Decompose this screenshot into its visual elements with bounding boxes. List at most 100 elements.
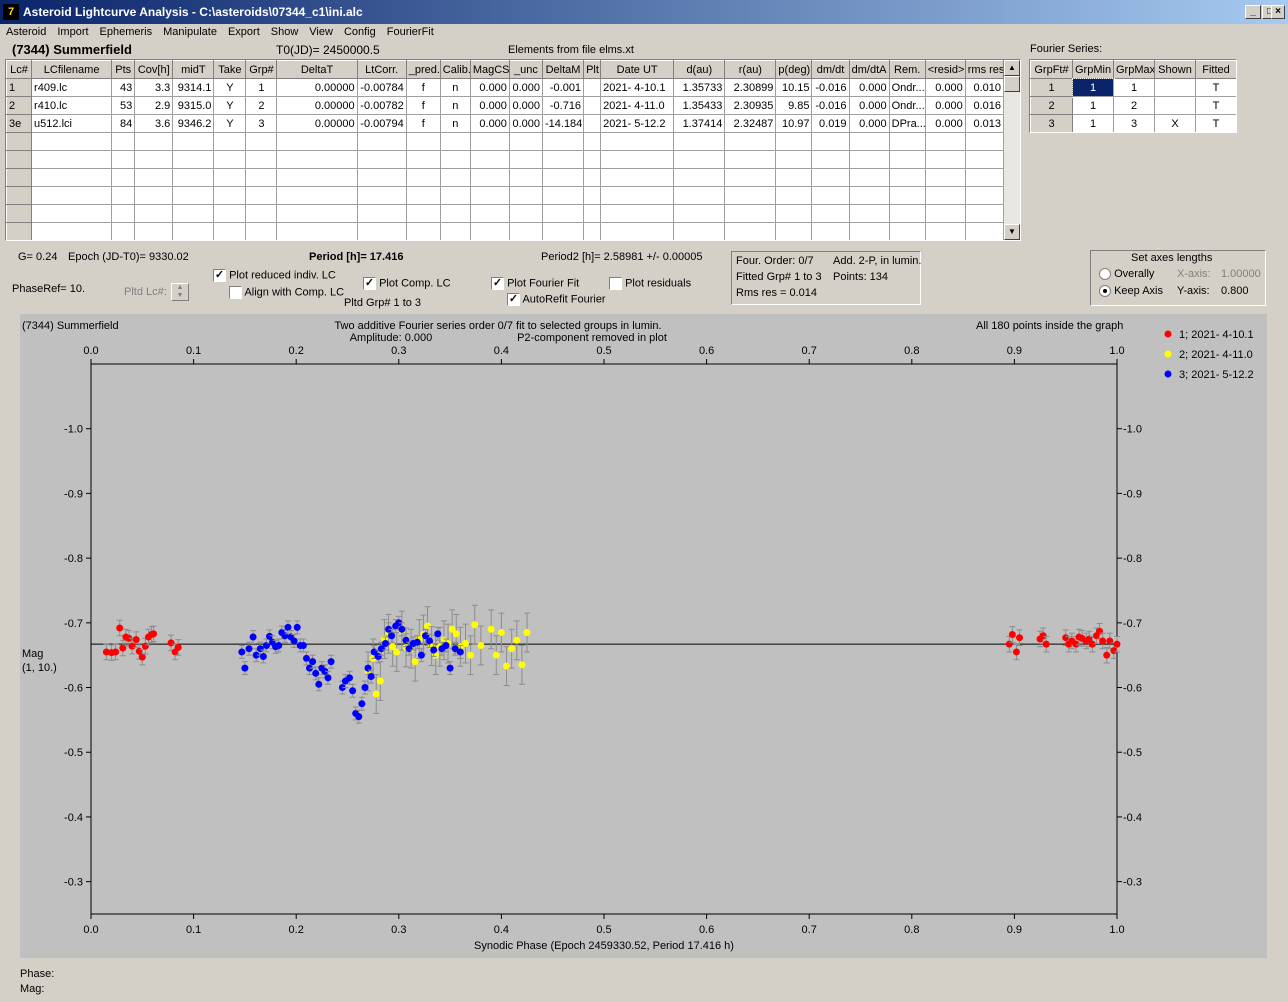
table-cell[interactable]	[213, 168, 247, 187]
table-cell[interactable]	[775, 168, 813, 187]
table-cell[interactable]	[811, 222, 850, 240]
table-cell[interactable]	[924, 204, 966, 223]
table-row[interactable]	[6, 186, 1005, 205]
table-cell[interactable]: 0.000	[848, 114, 890, 133]
table-cell[interactable]: 2.30935	[724, 96, 777, 115]
table-cell[interactable]: 2.30899	[724, 78, 777, 97]
pltd-lc-spinner[interactable]: ▲ ▼	[171, 283, 189, 301]
table-cell[interactable]	[775, 150, 813, 169]
table-cell[interactable]	[111, 150, 136, 169]
table-cell[interactable]	[111, 204, 136, 223]
table-cell[interactable]	[600, 150, 675, 169]
table-cell[interactable]	[405, 204, 441, 223]
table-cell[interactable]: DPra...	[888, 114, 926, 133]
row-header[interactable]	[6, 132, 33, 151]
table-cell[interactable]	[508, 204, 543, 223]
table-cell[interactable]: 43	[111, 78, 136, 97]
table-cell[interactable]	[724, 222, 777, 240]
table-cell[interactable]	[31, 204, 113, 223]
table-row[interactable]	[6, 132, 1005, 151]
table-cell[interactable]	[469, 132, 510, 151]
lc-col-header[interactable]: Rem.	[888, 60, 926, 79]
table-row[interactable]	[6, 168, 1005, 187]
lc-col-header[interactable]: LCfilename	[31, 60, 113, 79]
table-cell[interactable]	[673, 168, 726, 187]
table-cell[interactable]	[848, 150, 890, 169]
table-cell[interactable]	[600, 168, 675, 187]
lc-col-header[interactable]: Grp#	[245, 60, 278, 79]
fourier-col-header[interactable]: Shown	[1154, 60, 1196, 79]
table-cell[interactable]	[888, 168, 926, 187]
table-cell[interactable]	[405, 168, 441, 187]
menu-ephemeris[interactable]: Ephemeris	[99, 26, 153, 38]
table-row[interactable]: 3e u512.lci 84 3.6 9346.2 Y 3 0.00000 -0.00794 f n…	[6, 114, 1005, 133]
table-cell[interactable]: -0.00794	[356, 114, 407, 133]
menu-fourierfit[interactable]: FourierFit	[386, 26, 434, 38]
table-cell[interactable]	[583, 78, 602, 97]
table-cell[interactable]: -0.716	[541, 96, 585, 115]
table-cell[interactable]	[31, 222, 113, 240]
table-cell[interactable]	[541, 168, 585, 187]
lightcurve-plot[interactable]: 0.0 0.0 0.1 0.1 0.2 0.2 0.3 0.3 0.4 0.4 0.5 0.5 0.6 0…	[20, 314, 1267, 958]
table-cell[interactable]	[405, 222, 441, 240]
table-cell[interactable]	[172, 204, 215, 223]
table-cell[interactable]	[134, 168, 174, 187]
table-cell[interactable]	[245, 168, 278, 187]
table-cell[interactable]	[276, 150, 358, 169]
table-cell[interactable]	[848, 204, 890, 223]
table-cell[interactable]	[811, 150, 850, 169]
table-cell[interactable]	[172, 186, 215, 205]
table-cell[interactable]	[583, 96, 602, 115]
table-cell[interactable]: Y	[213, 78, 247, 97]
row-header[interactable]: 2	[6, 96, 33, 115]
table-cell[interactable]	[405, 150, 441, 169]
table-cell[interactable]	[724, 186, 777, 205]
lc-col-header[interactable]: DeltaM	[541, 60, 585, 79]
table-cell[interactable]	[439, 150, 471, 169]
table-cell[interactable]	[583, 114, 602, 133]
table-cell[interactable]: 9315.0	[172, 96, 215, 115]
fourier-col-header[interactable]: GrpMin	[1072, 60, 1114, 79]
table-cell[interactable]: 0.000	[924, 114, 966, 133]
table-cell[interactable]: Ondr...	[888, 78, 926, 97]
plot-fourier-checkbox[interactable]: ✓	[491, 277, 504, 290]
table-cell[interactable]: 1	[1072, 114, 1114, 132]
table-cell[interactable]	[356, 222, 407, 240]
table-cell[interactable]: n	[439, 78, 471, 97]
lc-col-header[interactable]: rms res	[964, 60, 1005, 79]
lc-col-header[interactable]: DeltaT	[276, 60, 358, 79]
table-cell[interactable]: 1.35433	[673, 96, 726, 115]
y-axis-value[interactable]: 0.800	[1221, 285, 1249, 297]
table-cell[interactable]	[172, 222, 215, 240]
table-cell[interactable]: 9.85	[775, 96, 813, 115]
table-cell[interactable]: n	[439, 114, 471, 133]
table-cell[interactable]: 0.000	[508, 78, 543, 97]
table-cell[interactable]: 1	[1071, 77, 1115, 98]
table-cell[interactable]	[439, 204, 471, 223]
table-cell[interactable]	[811, 132, 850, 151]
plot-residuals-checkbox[interactable]	[609, 277, 622, 290]
table-cell[interactable]	[583, 186, 602, 205]
table-cell[interactable]: r409.lc	[31, 78, 113, 97]
lc-col-header[interactable]: dm/dt	[811, 60, 850, 79]
table-cell[interactable]: 10.15	[775, 78, 813, 97]
row-header[interactable]: 3e	[6, 114, 33, 133]
table-cell[interactable]	[811, 204, 850, 223]
table-cell[interactable]: 0.010	[964, 78, 1005, 97]
table-cell[interactable]	[508, 186, 543, 205]
table-cell[interactable]: 3	[1113, 114, 1155, 132]
table-cell[interactable]: 0.000	[924, 96, 966, 115]
table-cell[interactable]	[848, 132, 890, 151]
table-cell[interactable]	[583, 204, 602, 223]
table-cell[interactable]: 53	[111, 96, 136, 115]
table-cell[interactable]	[31, 186, 113, 205]
fourier-col-header[interactable]: GrpMax	[1113, 60, 1155, 79]
table-cell[interactable]: u512.lci	[31, 114, 113, 133]
row-header[interactable]: 1	[1030, 78, 1073, 97]
table-cell[interactable]	[134, 150, 174, 169]
table-cell[interactable]	[583, 132, 602, 151]
lc-col-header[interactable]: Date UT	[600, 60, 675, 79]
table-cell[interactable]	[888, 222, 926, 240]
table-cell[interactable]: 0.00000	[276, 78, 358, 97]
